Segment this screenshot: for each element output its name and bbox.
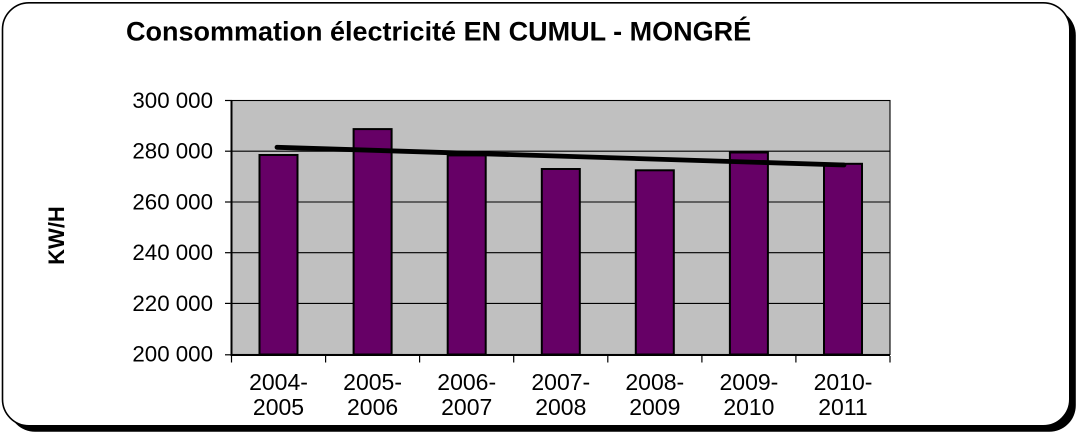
svg-text:200 000: 200 000	[132, 342, 213, 367]
svg-text:2008-: 2008-	[625, 369, 684, 395]
svg-text:2005-: 2005-	[343, 369, 402, 395]
svg-text:2011: 2011	[818, 394, 867, 420]
svg-text:2006-: 2006-	[437, 369, 496, 395]
svg-text:220 000: 220 000	[132, 291, 213, 316]
svg-text:2007: 2007	[441, 394, 492, 420]
svg-text:2004-: 2004-	[249, 369, 308, 395]
svg-text:280 000: 280 000	[132, 139, 213, 164]
svg-text:2006: 2006	[347, 394, 398, 420]
svg-text:2010-: 2010-	[814, 369, 873, 395]
svg-text:260 000: 260 000	[132, 190, 213, 215]
svg-text:2007-: 2007-	[531, 369, 590, 395]
svg-text:240 000: 240 000	[132, 240, 213, 265]
svg-text:2010: 2010	[723, 394, 774, 420]
svg-text:2005: 2005	[253, 394, 304, 420]
svg-text:300 000: 300 000	[132, 88, 213, 113]
svg-text:KW/H: KW/H	[44, 206, 69, 265]
svg-text:2009-: 2009-	[719, 369, 778, 395]
svg-text:2009: 2009	[629, 394, 680, 420]
svg-text:Consommation électricité EN CU: Consommation électricité EN CUMUL - MONG…	[126, 16, 751, 47]
svg-text:2008: 2008	[535, 394, 586, 420]
